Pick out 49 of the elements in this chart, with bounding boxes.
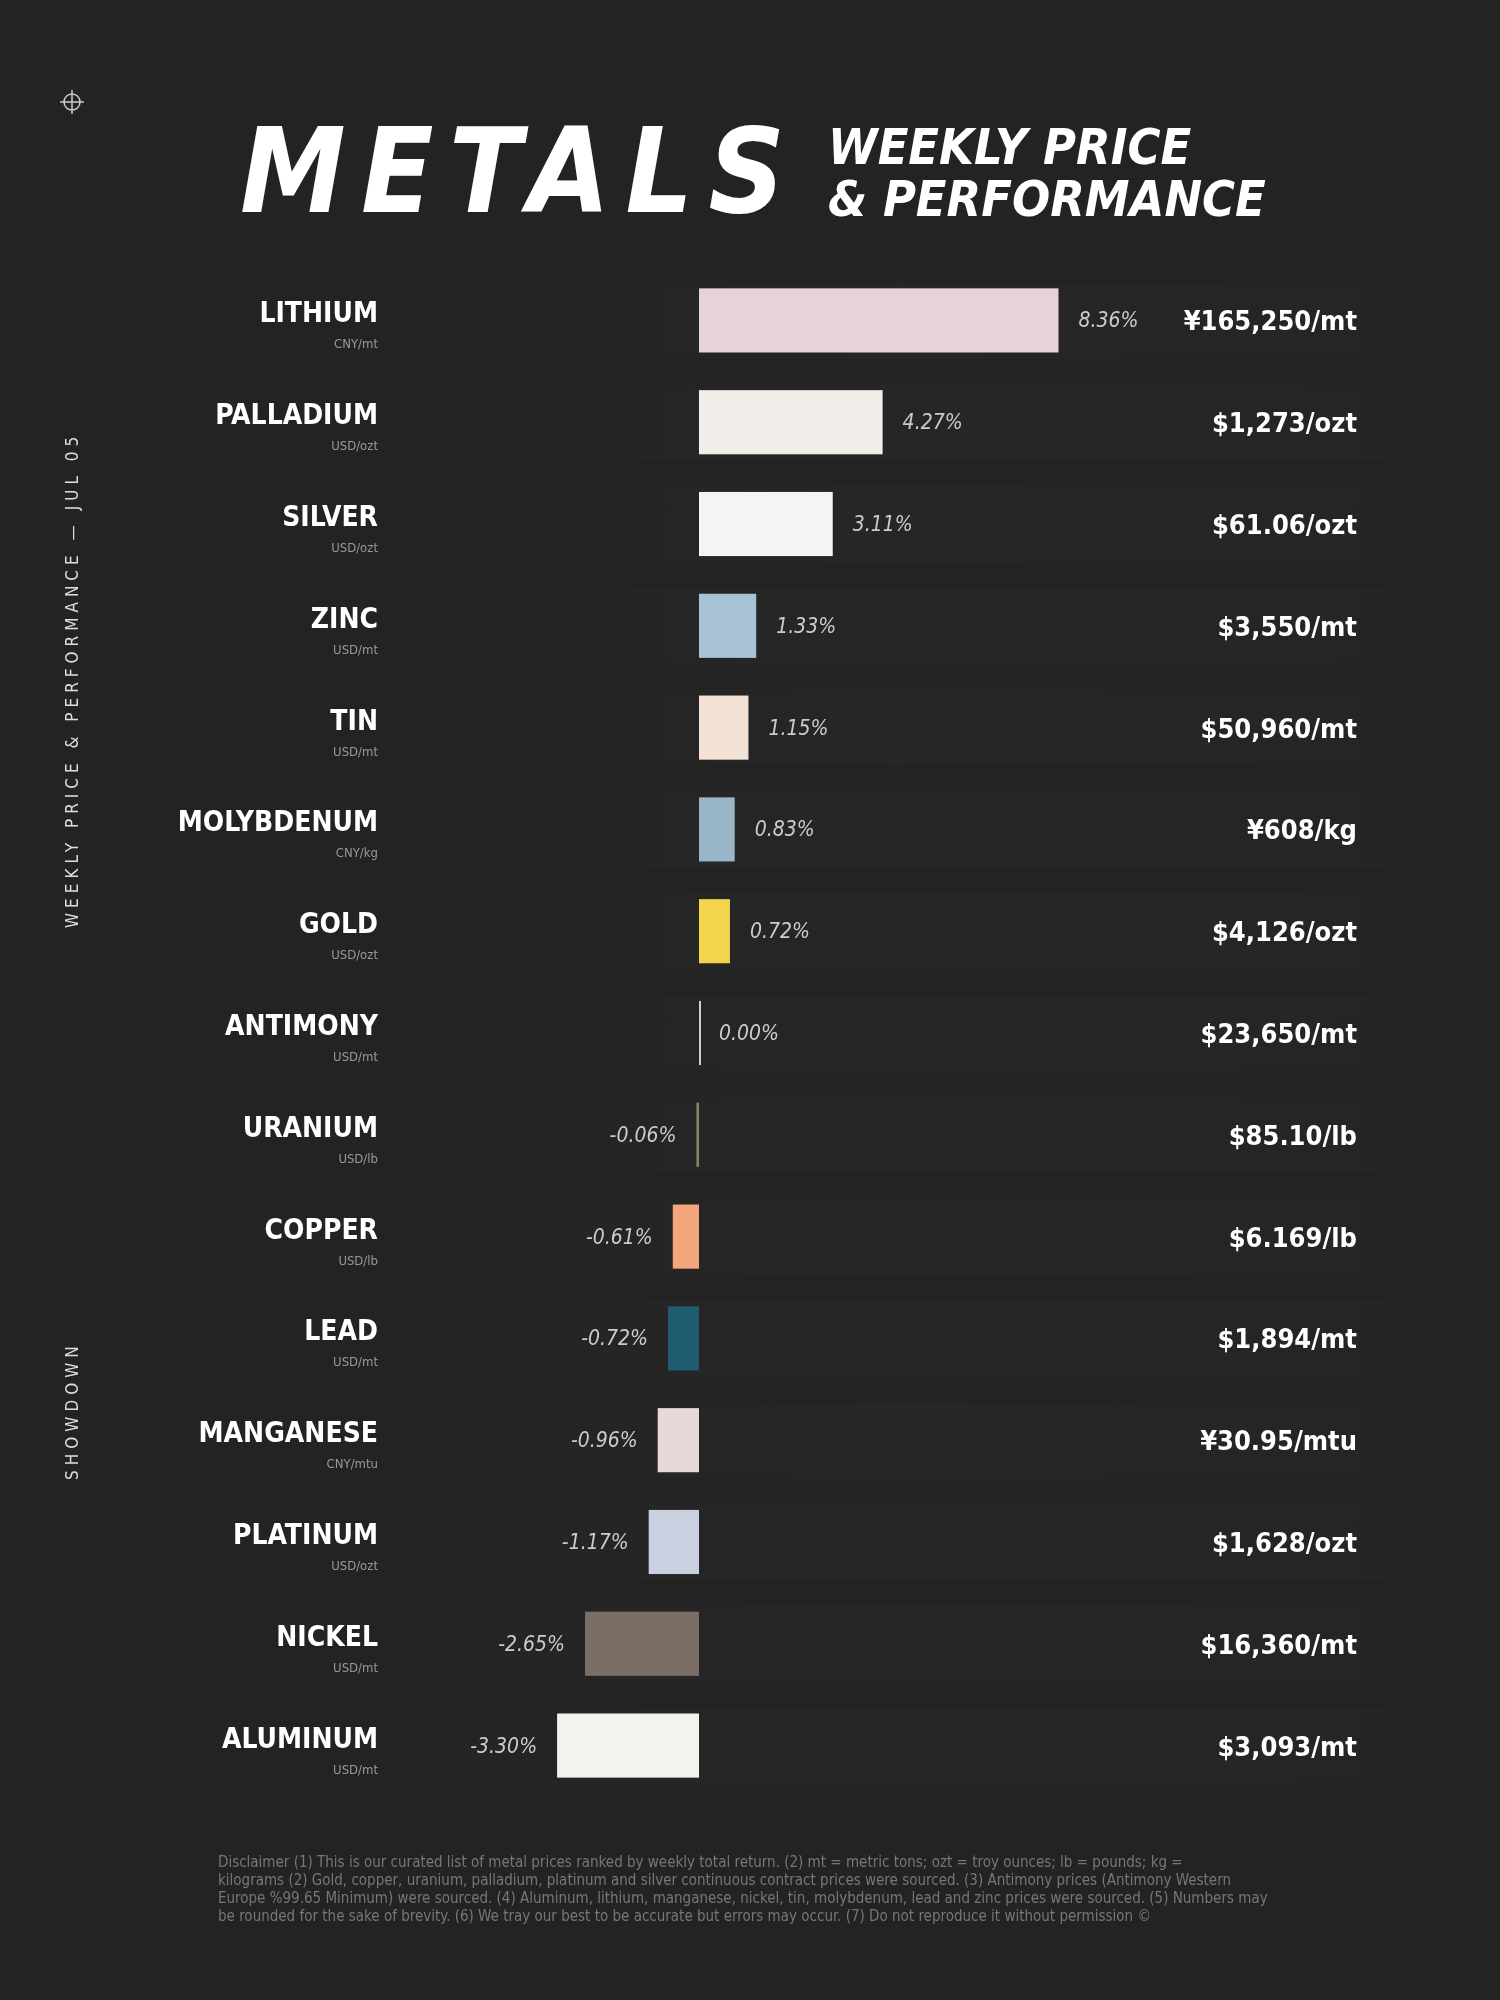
text: $1,273/ozt (1211, 407, 1358, 439)
text: $1,894/mt (1217, 1323, 1358, 1355)
text: WEEKLY PRICE & PERFORMANCE — JUL 05 (62, 431, 82, 928)
text: $3,550/mt (1217, 610, 1358, 642)
data-label: -3.30% (470, 1733, 538, 1758)
text: $16,360/mt (1200, 1628, 1358, 1660)
data-label: 3.11% (852, 512, 913, 537)
data-label: 0.72% (749, 919, 810, 944)
bar (696, 1102, 699, 1167)
text: ¥608/kg (1246, 814, 1357, 846)
bar (699, 593, 757, 658)
bar (699, 695, 749, 760)
data-label: 0.83% (754, 817, 815, 842)
data-label: -0.06% (609, 1122, 677, 1147)
bar (699, 288, 1059, 353)
text: ¥165,250/mt (1183, 305, 1358, 337)
text: $1,628/ozt (1211, 1526, 1358, 1558)
data-label: -0.72% (581, 1326, 649, 1351)
text: $4,126/ozt (1211, 916, 1358, 948)
data-label: 4.27% (902, 410, 963, 435)
data-label: -0.61% (585, 1224, 653, 1249)
text: SHOWDOWN (62, 1341, 82, 1480)
data-label: -2.65% (498, 1631, 566, 1656)
data-label: -0.96% (570, 1428, 638, 1453)
text: Disclaimer (1) This is our curated list of metal prices ranked by weekly total return. (2) mt = metric tons; ozt = troy ounces; lb = pounds; kg = kilograms (2) Gold, copper, uranium, palladium, platinum and silver continuous contract prices were sourced. (3) Antimony prices (Antimony Western Europe %99.65 Minimum) were sourced. (4) Aluminum, lithium, manganese, nickel, tin, molybdenum, lead and zinc prices were sourced. (5) Numbers may be rounded for the sake of brevity. (6) We tray our best to be accurate but errors may occur. (7) Do not reproduce it without permission © (218, 1853, 1268, 1925)
bar (668, 1306, 699, 1371)
bar (699, 899, 730, 964)
bar (672, 1204, 699, 1269)
text: $3,093/mt (1217, 1730, 1358, 1762)
data-label: 0.00% (719, 1021, 780, 1045)
bar (557, 1713, 699, 1778)
bar (699, 390, 883, 455)
text: $61.06/ozt (1211, 509, 1358, 541)
bar (585, 1611, 699, 1676)
chart-title: METALS (240, 102, 785, 240)
text: $6.169/lb (1228, 1221, 1357, 1253)
data-label: 1.15% (768, 715, 829, 740)
text: $23,650/mt (1200, 1018, 1358, 1049)
bar (699, 491, 833, 557)
bar (699, 797, 735, 862)
text: $85.10/lb (1228, 1119, 1357, 1151)
text: $50,960/mt (1200, 712, 1358, 744)
data-label: -1.17% (561, 1529, 629, 1554)
data-label: 1.33% (776, 613, 837, 638)
bar (657, 1408, 699, 1473)
data-label: 8.36% (1078, 308, 1139, 333)
text: ¥30.95/mtu (1200, 1425, 1357, 1457)
bar (648, 1509, 699, 1575)
chart-subtitle: WEEKLY PRICE & PERFORMANCE (828, 118, 1267, 228)
